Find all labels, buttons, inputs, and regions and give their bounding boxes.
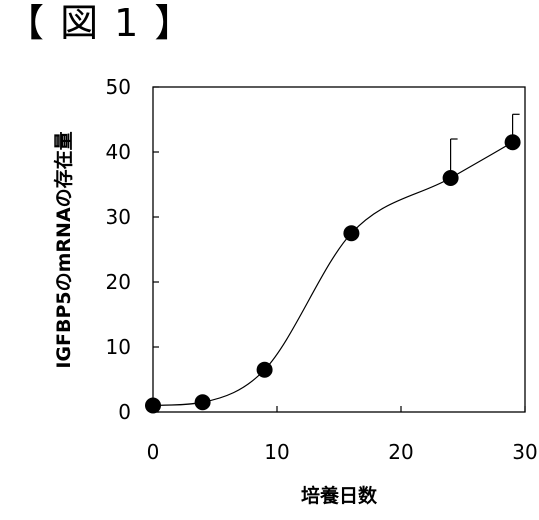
data-point <box>504 134 521 151</box>
x-tick-label: 10 <box>264 440 289 464</box>
y-tick-label: 40 <box>106 140 131 164</box>
data-point <box>145 397 161 414</box>
data-point <box>194 394 211 411</box>
y-tick-label: 30 <box>106 205 131 229</box>
data-point <box>343 225 360 242</box>
figure-label: 【 図 1 】 <box>6 1 195 45</box>
x-tick-label: 20 <box>388 440 413 464</box>
trend-curve <box>152 141 513 407</box>
data-point <box>442 170 459 186</box>
y-tick-label: 10 <box>106 335 131 359</box>
data-point <box>256 361 273 378</box>
x-tick-label: 0 <box>147 440 160 464</box>
y-tick-label: 50 <box>106 75 131 99</box>
x-tick-label: 30 <box>512 440 537 464</box>
y-axis-label: IGFBP5のmRNAの存在量 <box>52 131 75 368</box>
plot-frame <box>152 86 526 413</box>
x-axis-label: 培養日数 <box>301 484 378 507</box>
y-tick-label: 20 <box>106 270 131 294</box>
y-tick-label: 0 <box>118 400 131 424</box>
